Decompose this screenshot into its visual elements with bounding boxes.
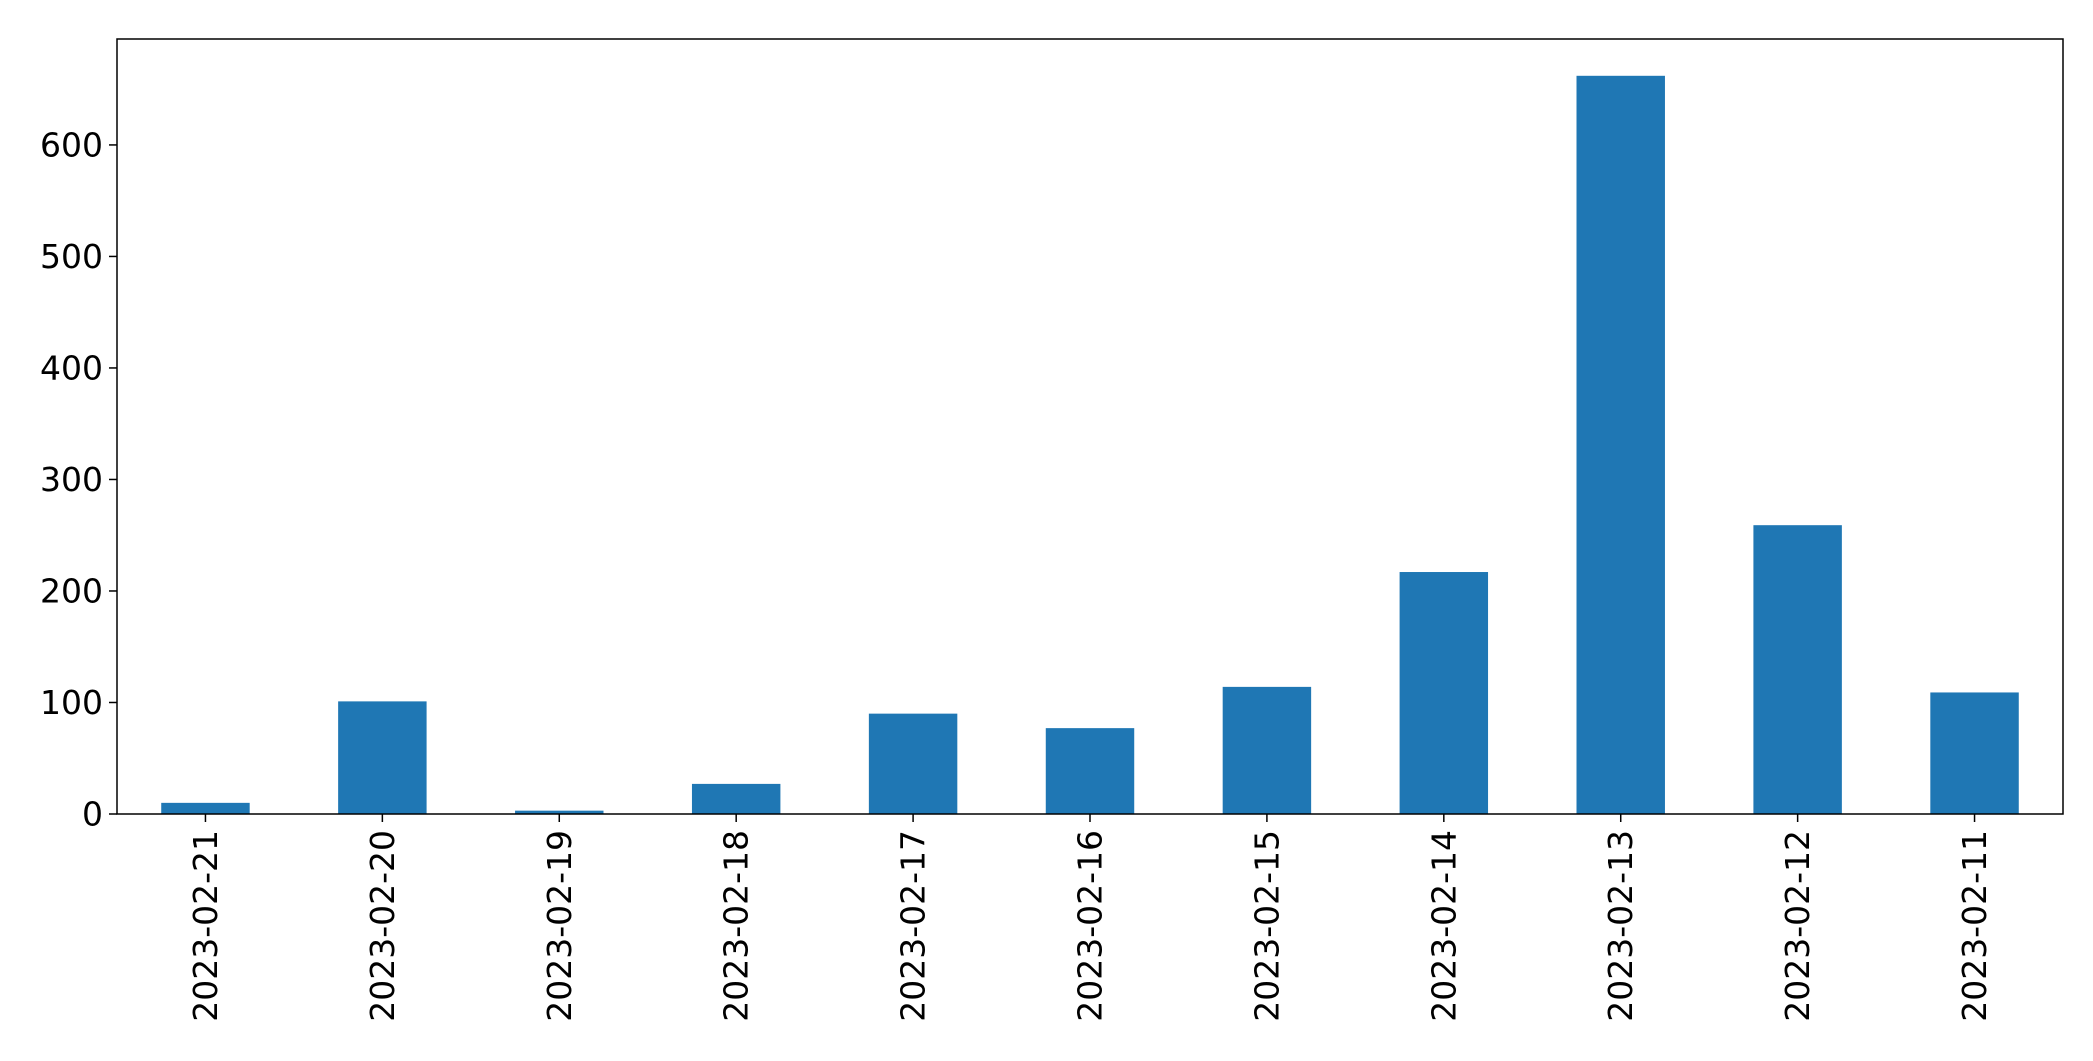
bar-2023-02-13 bbox=[1576, 75, 1665, 814]
bar-2023-02-17 bbox=[868, 713, 958, 814]
x-tick-label: 2023-02-15 bbox=[1247, 830, 1286, 1022]
y-tick-label: 0 bbox=[82, 795, 103, 834]
bar-2023-02-11 bbox=[1930, 692, 2019, 814]
y-tick-label: 600 bbox=[40, 125, 103, 164]
x-tick-label: 2023-02-17 bbox=[894, 830, 933, 1022]
x-tick-label: 2023-02-18 bbox=[717, 830, 756, 1022]
x-tick-label: 2023-02-11 bbox=[1955, 830, 1994, 1022]
x-tick-label: 2023-02-13 bbox=[1601, 830, 1640, 1022]
bar-2023-02-18 bbox=[691, 783, 781, 814]
y-tick-label: 100 bbox=[40, 683, 103, 722]
bar-2023-02-16 bbox=[1045, 728, 1135, 814]
y-tick-label: 500 bbox=[40, 237, 103, 276]
x-tick-label: 2023-02-19 bbox=[540, 830, 579, 1022]
y-tick-label: 200 bbox=[40, 571, 103, 610]
bar-2023-02-14 bbox=[1399, 572, 1489, 814]
bar-2023-02-19 bbox=[515, 810, 604, 814]
bar-2023-02-12 bbox=[1753, 525, 1842, 814]
x-tick-label: 2023-02-14 bbox=[1424, 830, 1463, 1022]
bars-group bbox=[161, 75, 2019, 814]
x-tick-label: 2023-02-20 bbox=[363, 830, 402, 1022]
x-tick-label: 2023-02-16 bbox=[1071, 830, 1110, 1022]
y-tick-label: 300 bbox=[40, 460, 103, 499]
y-tick-label: 400 bbox=[40, 348, 103, 387]
x-tick-label: 2023-02-21 bbox=[186, 830, 225, 1022]
bar-2023-02-15 bbox=[1222, 686, 1312, 814]
plot-frame bbox=[116, 38, 2064, 815]
x-tick-label: 2023-02-12 bbox=[1778, 830, 1817, 1022]
bar-2023-02-20 bbox=[338, 701, 427, 814]
bar-2023-02-21 bbox=[161, 802, 250, 814]
x-axis: 2023-02-21 2023-02-20 2023-02-19 2023-02-18… bbox=[186, 814, 1994, 1022]
y-axis: 0 100 200 300 400 500 600 bbox=[40, 125, 117, 834]
